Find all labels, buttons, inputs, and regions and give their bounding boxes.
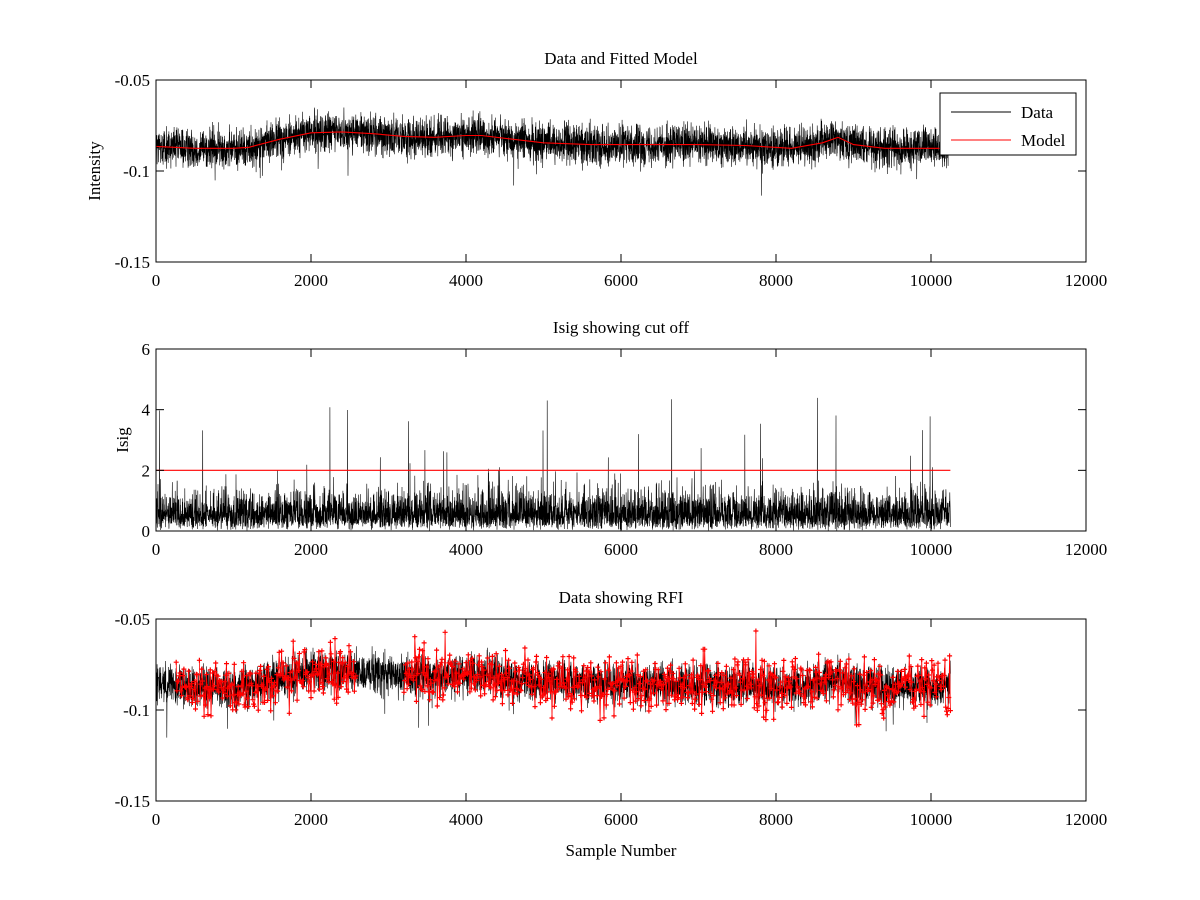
subplot-2-ylabel: Isig <box>113 427 132 453</box>
x-tick-label: 10000 <box>910 540 953 559</box>
legend-label-data: Data <box>1021 103 1054 122</box>
subplot-2-plot-lines <box>155 397 951 531</box>
subplot-3-title: Data showing RFI <box>559 588 684 607</box>
y-tick-label: -0.15 <box>115 792 150 811</box>
subplot-2-title: Isig showing cut off <box>553 318 689 337</box>
series-isig-line <box>155 397 951 531</box>
subplot-data-and-model: Data and Fitted Model Intensity 0 2000 400… <box>85 49 1107 290</box>
x-tick-label: 4000 <box>449 810 483 829</box>
series-rfi-markers <box>173 628 953 728</box>
x-tick-label: 2000 <box>294 810 328 829</box>
legend-box <box>939 92 1077 156</box>
y-tick-label: -0.05 <box>115 610 150 629</box>
y-tick-label: 6 <box>142 340 151 359</box>
y-tick-label: 4 <box>142 401 151 420</box>
subplot-3-xlabel: Sample Number <box>566 841 677 860</box>
x-tick-label: 10000 <box>910 810 953 829</box>
x-tick-label: 4000 <box>449 540 483 559</box>
subplot-1-axes: 0 2000 4000 6000 8000 10000 12000 -0.05 -0.1 -0.1… <box>115 71 1108 290</box>
x-tick-label: 12000 <box>1065 810 1108 829</box>
x-tick-label: 6000 <box>604 810 638 829</box>
x-tick-label: 12000 <box>1065 271 1108 290</box>
x-tick-label: 8000 <box>759 810 793 829</box>
x-tick-label: 2000 <box>294 271 328 290</box>
x-tick-label: 8000 <box>759 271 793 290</box>
y-tick-label: -0.1 <box>123 162 150 181</box>
x-tick-label: 2000 <box>294 540 328 559</box>
x-tick-label: 0 <box>152 540 161 559</box>
series-model-line <box>155 131 951 149</box>
subplot-2-axes: 0 2000 4000 6000 8000 10000 12000 0 2 4 6 <box>142 340 1108 559</box>
x-tick-label: 10000 <box>910 271 953 290</box>
x-tick-label: 6000 <box>604 540 638 559</box>
y-tick-label: 2 <box>142 461 151 480</box>
legend: Data Model <box>939 92 1077 156</box>
x-tick-label: 8000 <box>759 540 793 559</box>
x-tick-label: 0 <box>152 810 161 829</box>
series-data-line <box>155 107 951 196</box>
legend-label-model: Model <box>1021 131 1066 150</box>
subplot-1-ylabel: Intensity <box>85 141 104 201</box>
subplot-1-title: Data and Fitted Model <box>544 49 698 68</box>
subplot-3-plot-lines <box>155 628 953 738</box>
subplot-rfi: Data showing RFI 0 2000 4000 6000 8000 10000 1… <box>115 588 1108 860</box>
y-tick-label: -0.1 <box>123 701 150 720</box>
y-tick-label: -0.05 <box>115 71 150 90</box>
subplot-isig: Isig showing cut off Isig 0 2000 4000 6000 8… <box>113 318 1107 559</box>
y-tick-label: -0.15 <box>115 253 150 272</box>
subplot-1-plot-lines <box>155 107 951 196</box>
y-tick-label: 0 <box>142 522 151 541</box>
x-tick-label: 4000 <box>449 271 483 290</box>
subplot-3-axes: 0 2000 4000 6000 8000 10000 12000 -0.05 -0.1 -0.1… <box>115 610 1108 829</box>
x-tick-label: 0 <box>152 271 161 290</box>
x-tick-label: 12000 <box>1065 540 1108 559</box>
x-tick-label: 6000 <box>604 271 638 290</box>
